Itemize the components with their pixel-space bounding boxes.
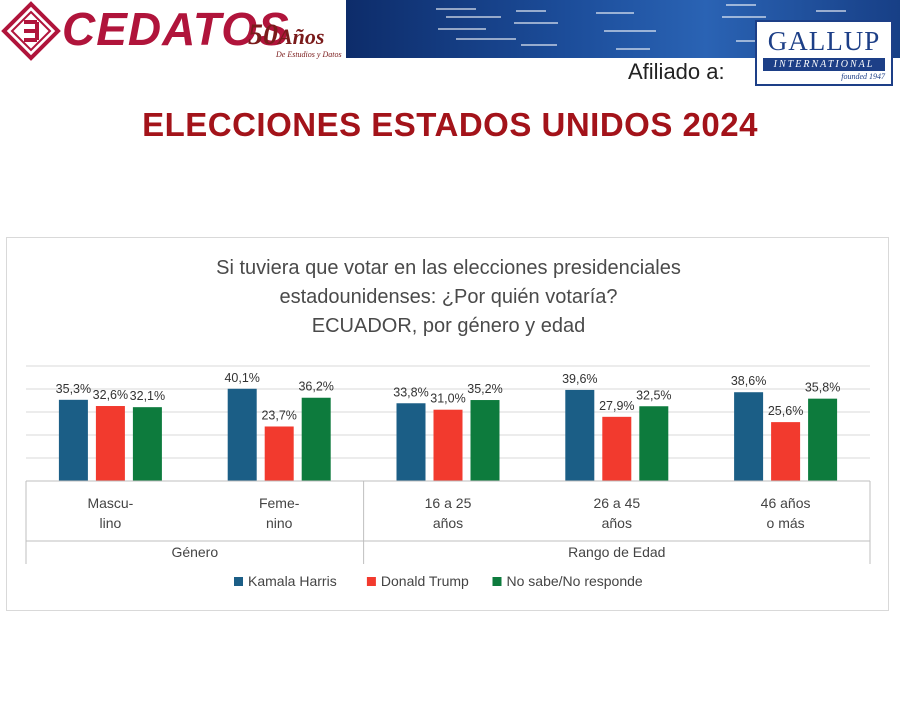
data-label: 36,2% [298, 380, 333, 394]
data-label: 38,6% [731, 374, 766, 388]
legend-entry: Donald Trump [381, 573, 469, 589]
cedatos-50: 50 [248, 18, 278, 51]
data-label: 32,1% [130, 389, 165, 403]
cedatos-emblem-icon [1, 1, 61, 61]
data-label: 33,8% [393, 385, 428, 399]
bar [808, 398, 838, 481]
legend-swatch [492, 577, 502, 586]
page-headline: ELECCIONES ESTADOS UNIDOS 2024 [142, 106, 758, 143]
cedatos-subtitle: De Estudios y Datos [276, 50, 342, 59]
category-label: 46 años [761, 495, 811, 511]
data-label: 35,8% [805, 381, 840, 395]
bar [227, 388, 257, 481]
bar-chart: 35,3% 32,6% 32,1% Mascu-lino 40,1% 23,7%36,2%… [25, 365, 871, 589]
category-label: Feme- [259, 495, 300, 511]
gallup-founded: founded 1947 [841, 72, 885, 81]
bar [639, 406, 669, 481]
data-label: 39,6% [562, 372, 597, 386]
data-label: 32,5% [636, 388, 671, 402]
data-label: 25,6% [768, 404, 803, 418]
bar [734, 392, 764, 481]
data-label: 35,2% [467, 382, 502, 396]
bar [433, 409, 463, 481]
cedatos-anos: Años [278, 24, 325, 49]
bar [771, 422, 801, 481]
bar [264, 426, 294, 481]
legend-entry: Kamala Harris [248, 573, 337, 589]
bar [565, 389, 595, 481]
group-label: Rango de Edad [568, 544, 665, 560]
category-label: años [602, 515, 632, 531]
gallup-logo: GALLUP INTERNATIONAL founded 1947 [755, 20, 893, 86]
bar [58, 399, 88, 481]
affiliated-label: Afiliado a: [628, 59, 725, 84]
category-label: años [433, 515, 463, 531]
gallup-name: GALLUP [767, 26, 881, 56]
chart-title: Si tuviera que votar en las elecciones p… [7, 254, 890, 341]
chart-title-line-3: ECUADOR, por género y edad [311, 315, 586, 337]
chart-container: Si tuviera que votar en las elecciones p… [6, 237, 889, 611]
legend-entry: No sabe/No responde [507, 573, 643, 589]
legend-swatch [234, 577, 243, 586]
bar [396, 403, 426, 481]
bar [132, 407, 162, 481]
gallup-international: INTERNATIONAL [763, 58, 885, 71]
chart-title-line-2: estadounidenses: ¿Por quién votaría? [279, 286, 618, 308]
data-label: 35,3% [56, 382, 91, 396]
data-label: 32,6% [93, 388, 128, 402]
cedatos-logo-text: CEDATOS [62, 3, 290, 55]
bar [602, 416, 632, 481]
data-label: 27,9% [599, 399, 634, 413]
chart-title-line-1: Si tuviera que votar en las elecciones p… [216, 257, 681, 279]
data-label: 31,0% [430, 392, 465, 406]
legend-swatch [366, 577, 376, 586]
category-label: 26 a 45 [593, 495, 640, 511]
group-label: Género [171, 544, 218, 560]
bar [301, 397, 331, 481]
category-label: lino [100, 515, 122, 531]
bar [95, 406, 125, 481]
data-label: 40,1% [224, 371, 259, 385]
category-label: Mascu- [87, 495, 133, 511]
category-label: o más [767, 515, 805, 531]
bar [470, 400, 500, 481]
cedatos-logo: CEDATOS 50Años De Estudios y Datos [0, 0, 345, 62]
data-label: 23,7% [261, 408, 296, 422]
category-label: nino [266, 515, 293, 531]
cedatos-50-years: 50Años [248, 18, 324, 52]
category-label: 16 a 25 [425, 495, 472, 511]
